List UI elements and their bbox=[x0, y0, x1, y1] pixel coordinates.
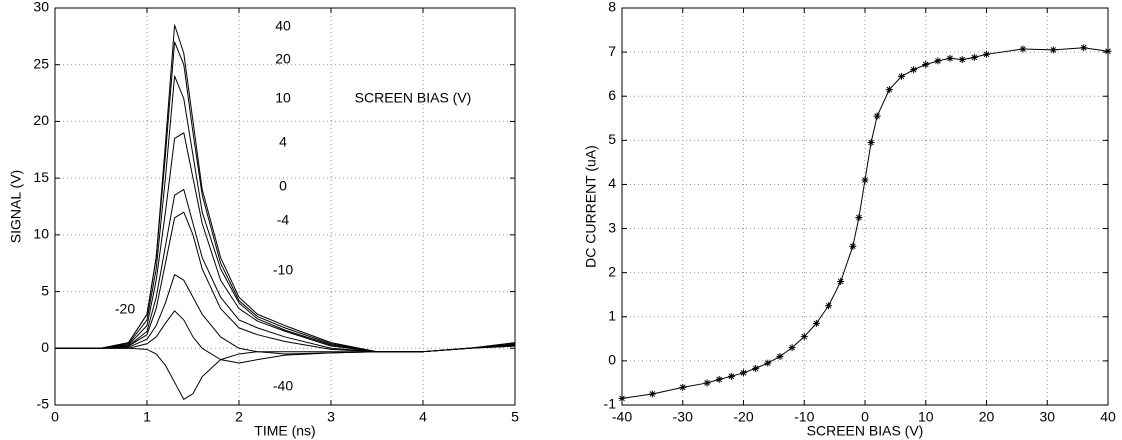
y-tick-label: 0 bbox=[41, 339, 49, 355]
marker bbox=[1019, 45, 1027, 53]
marker bbox=[910, 66, 918, 74]
y-tick-label: -1 bbox=[604, 396, 617, 412]
y-tick-label: 4 bbox=[608, 175, 616, 191]
marker bbox=[1104, 47, 1112, 55]
marker bbox=[679, 383, 687, 391]
x-tick-label: 3 bbox=[327, 409, 335, 425]
curve-label: 0 bbox=[279, 178, 287, 194]
y-tick-label: 7 bbox=[608, 43, 616, 59]
marker bbox=[934, 57, 942, 65]
x-tick-label: 4 bbox=[419, 409, 427, 425]
marker bbox=[788, 344, 796, 352]
marker bbox=[922, 60, 930, 68]
x-tick-label: -30 bbox=[673, 409, 693, 425]
marker bbox=[837, 277, 845, 285]
marker bbox=[648, 390, 656, 398]
y-tick-label: 2 bbox=[608, 263, 616, 279]
y-tick-label: 5 bbox=[608, 131, 616, 147]
y-tick-label: 3 bbox=[608, 219, 616, 235]
y-tick-label: 5 bbox=[41, 282, 49, 298]
marker bbox=[764, 359, 772, 367]
marker bbox=[752, 364, 760, 372]
marker bbox=[867, 139, 875, 147]
y-tick-label: 30 bbox=[33, 0, 49, 15]
x-tick-label: 5 bbox=[511, 409, 519, 425]
marker bbox=[1049, 46, 1057, 54]
y-tick-label: 6 bbox=[608, 87, 616, 103]
x-tick-label: -40 bbox=[612, 409, 632, 425]
marker bbox=[703, 379, 711, 387]
y-tick-label: -5 bbox=[37, 396, 50, 412]
x-tick-label: 0 bbox=[51, 409, 59, 425]
plot-area bbox=[55, 8, 515, 405]
marker bbox=[946, 54, 954, 62]
plot-area bbox=[622, 8, 1108, 405]
x-axis-label: TIME (ns) bbox=[254, 423, 315, 439]
curve-label: 4 bbox=[279, 134, 287, 150]
y-axis-label: SIGNAL (V) bbox=[8, 170, 24, 243]
curve-label: -10 bbox=[273, 262, 293, 278]
curve-label: -4 bbox=[277, 212, 290, 228]
marker bbox=[825, 302, 833, 310]
x-tick-label: -10 bbox=[794, 409, 814, 425]
x-tick-label: -20 bbox=[733, 409, 753, 425]
marker bbox=[897, 72, 905, 80]
marker bbox=[800, 333, 808, 341]
marker bbox=[715, 375, 723, 383]
marker bbox=[1080, 44, 1088, 52]
y-tick-label: 25 bbox=[33, 55, 49, 71]
curve-label: -20 bbox=[115, 301, 135, 317]
annotation: SCREEN BIAS (V) bbox=[355, 90, 472, 106]
marker bbox=[958, 56, 966, 64]
y-tick-label: 1 bbox=[608, 307, 616, 323]
y-tick-label: 10 bbox=[33, 226, 49, 242]
marker bbox=[618, 394, 626, 402]
curve-label: 40 bbox=[275, 18, 291, 34]
y-axis-label: DC CURRENT (uA) bbox=[583, 145, 599, 268]
line bbox=[55, 345, 516, 400]
y-tick-label: 8 bbox=[608, 0, 616, 15]
marker bbox=[849, 242, 857, 250]
marker bbox=[873, 112, 881, 120]
marker bbox=[740, 369, 747, 377]
axes-frame bbox=[54, 7, 516, 406]
marker bbox=[970, 53, 978, 61]
marker bbox=[885, 86, 893, 94]
x-tick-label: 20 bbox=[979, 409, 995, 425]
y-tick-label: 15 bbox=[33, 169, 49, 185]
y-tick-label: 0 bbox=[608, 352, 616, 368]
marker bbox=[855, 214, 863, 222]
marker bbox=[983, 50, 990, 58]
axes-frame bbox=[621, 7, 1109, 406]
marker bbox=[861, 176, 869, 184]
x-tick-label: 30 bbox=[1039, 409, 1055, 425]
marker bbox=[727, 372, 735, 380]
x-tick-label: 10 bbox=[918, 409, 934, 425]
x-tick-label: 0 bbox=[861, 409, 869, 425]
curve-label: 20 bbox=[275, 51, 291, 67]
x-axis-label: SCREEN BIAS (V) bbox=[807, 423, 924, 439]
x-tick-label: 40 bbox=[1100, 409, 1116, 425]
marker bbox=[812, 319, 820, 327]
y-tick-label: 20 bbox=[33, 112, 49, 128]
curve-label: -40 bbox=[273, 378, 293, 394]
x-tick-label: 1 bbox=[143, 409, 151, 425]
marker bbox=[776, 352, 784, 360]
x-tick-label: 2 bbox=[235, 409, 243, 425]
curve-label: 10 bbox=[275, 90, 291, 106]
